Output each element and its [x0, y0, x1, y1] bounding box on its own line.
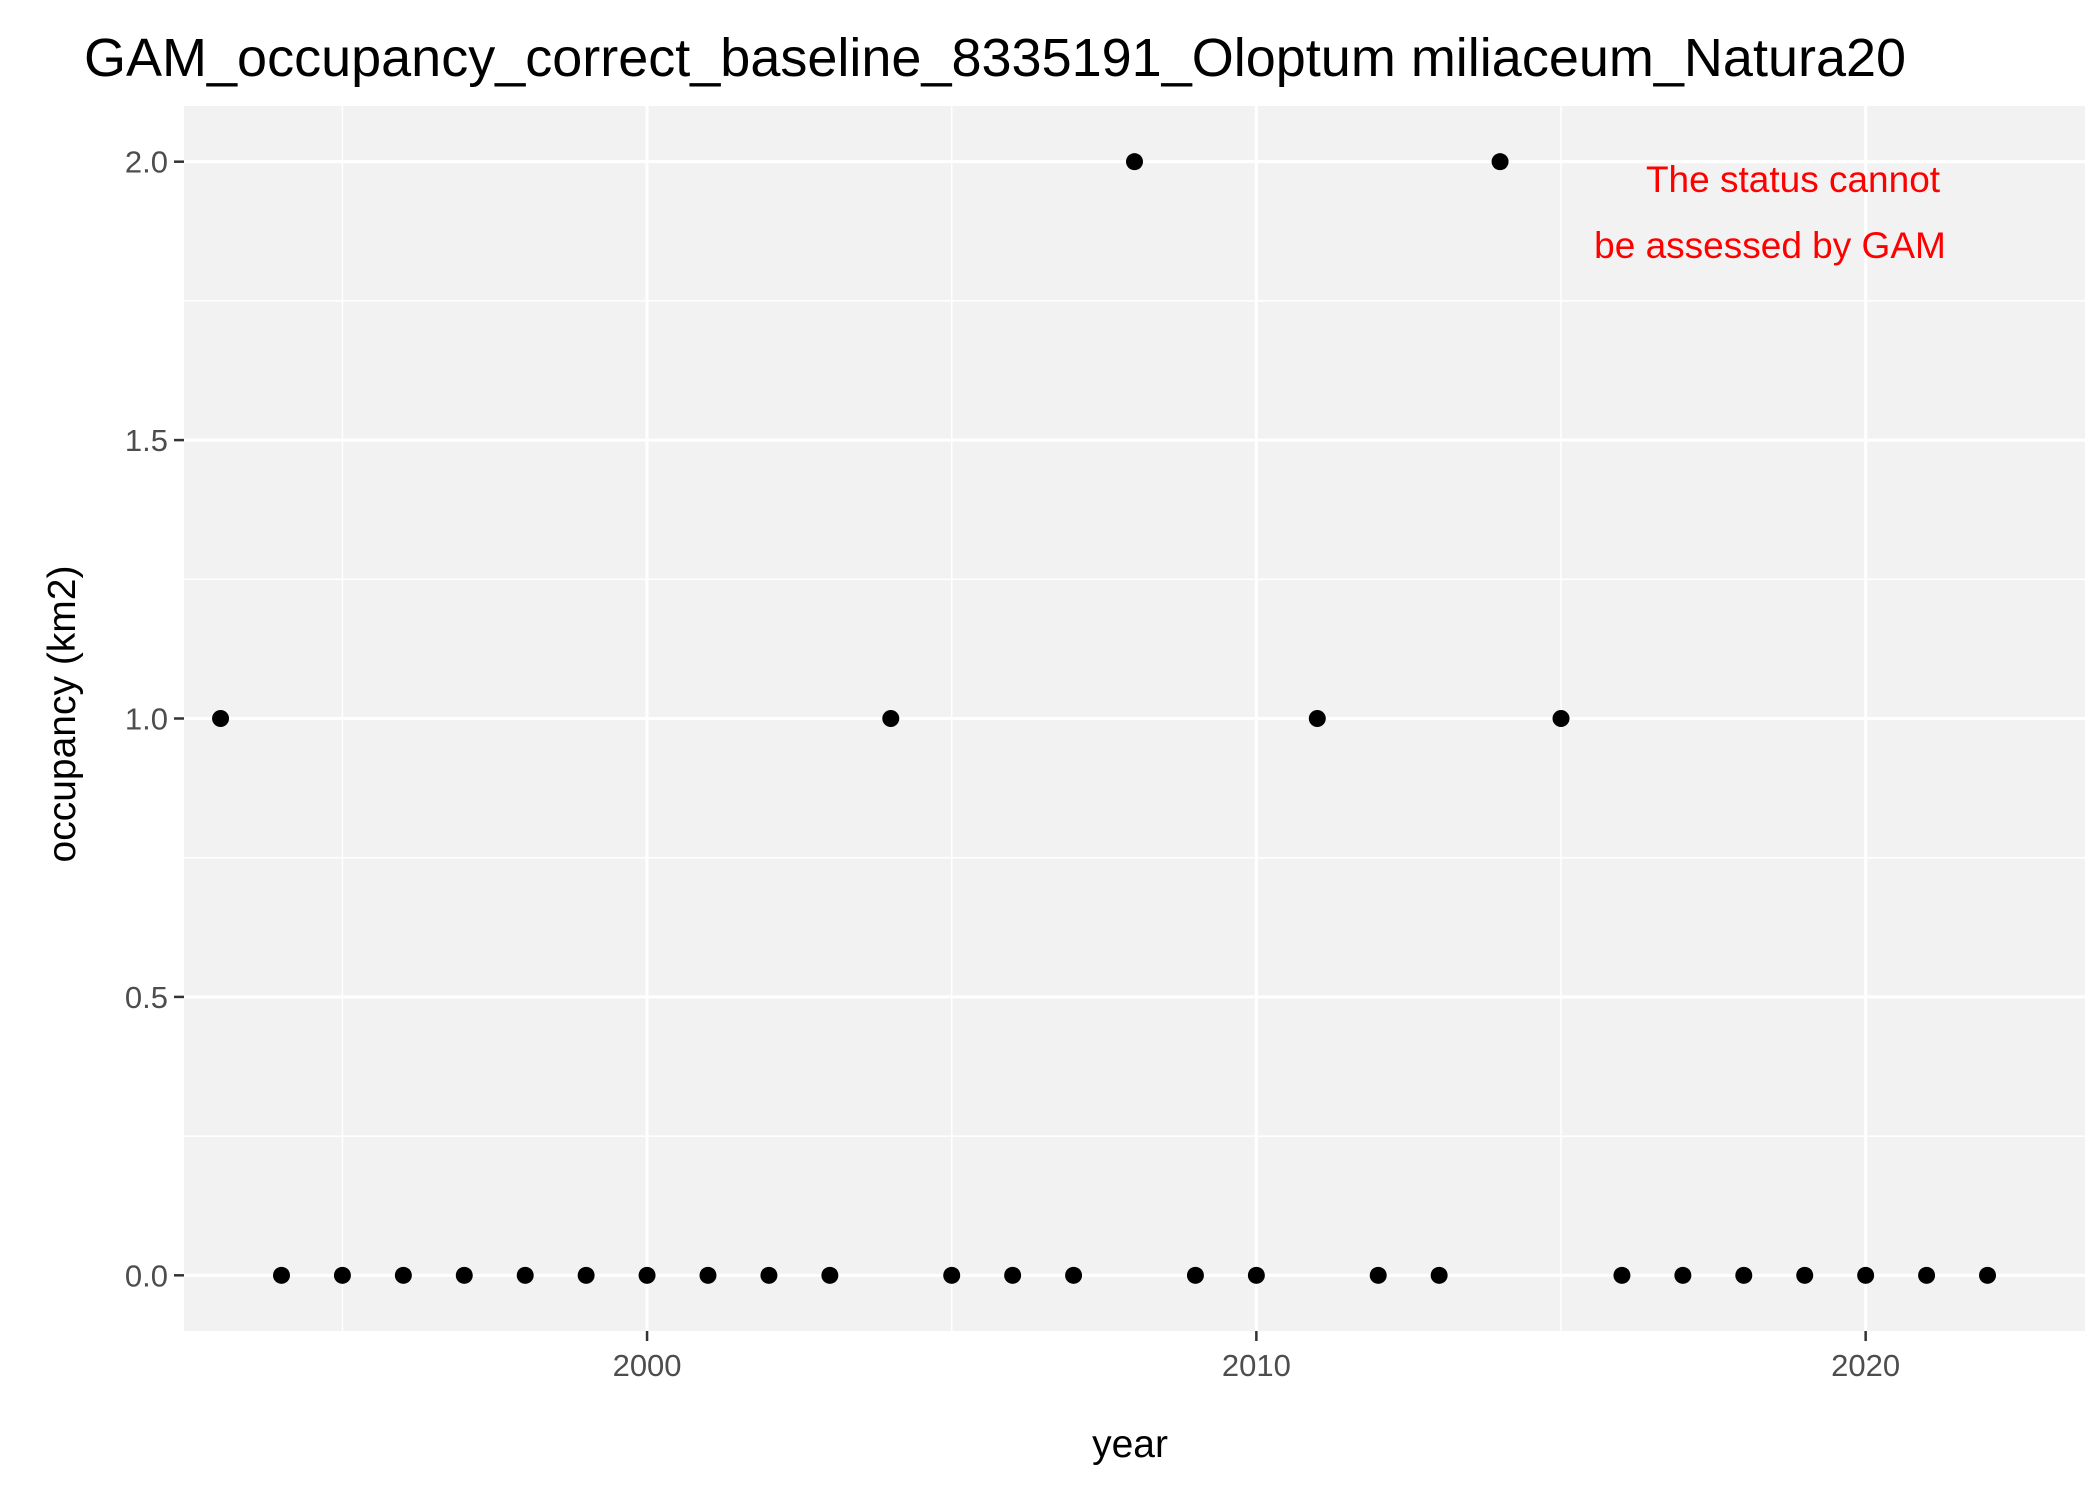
- data-point: [760, 1267, 777, 1284]
- x-tick-label: 2000: [613, 1348, 682, 1383]
- data-point: [395, 1267, 412, 1284]
- data-point: [1248, 1267, 1265, 1284]
- data-point: [1735, 1267, 1752, 1284]
- data-point: [517, 1267, 534, 1284]
- y-tick-label: 1.5: [125, 423, 168, 458]
- data-point: [334, 1267, 351, 1284]
- x-tick-label: 2020: [1831, 1348, 1900, 1383]
- x-tick-label: 2010: [1222, 1348, 1291, 1383]
- y-axis-title: occupancy (km2): [41, 566, 84, 863]
- data-point: [1492, 153, 1509, 170]
- data-point: [1674, 1267, 1691, 1284]
- data-point: [1065, 1267, 1082, 1284]
- data-point: [943, 1267, 960, 1284]
- data-point: [1796, 1267, 1813, 1284]
- data-point: [639, 1267, 656, 1284]
- data-point: [1979, 1267, 1996, 1284]
- y-tick-label: 0.0: [125, 1258, 168, 1293]
- y-tick-label: 0.5: [125, 980, 168, 1015]
- data-point: [1126, 153, 1143, 170]
- y-tick-label: 1.0: [125, 702, 168, 737]
- data-point: [821, 1267, 838, 1284]
- data-point: [1370, 1267, 1387, 1284]
- x-axis-title: year: [1092, 1423, 1168, 1466]
- data-point: [882, 710, 899, 727]
- data-point: [1431, 1267, 1448, 1284]
- annotation-line-2: be assessed by GAM: [1594, 225, 1946, 266]
- data-point: [1918, 1267, 1935, 1284]
- data-point: [1553, 710, 1570, 727]
- data-point: [1309, 710, 1326, 727]
- x-axis: 2000 2010 2020: [613, 1331, 1901, 1383]
- data-point: [578, 1267, 595, 1284]
- data-point: [1187, 1267, 1204, 1284]
- data-point: [273, 1267, 290, 1284]
- data-point: [1857, 1267, 1874, 1284]
- y-tick-label: 2.0: [125, 145, 168, 180]
- data-point: [456, 1267, 473, 1284]
- data-point: [699, 1267, 716, 1284]
- data-point: [1613, 1267, 1630, 1284]
- annotation-line-1: The status cannot: [1646, 159, 1941, 200]
- data-point: [212, 710, 229, 727]
- y-axis: 0.0 0.5 1.0 1.5 2.0: [125, 145, 184, 1294]
- data-point: [1004, 1267, 1021, 1284]
- chart-title: GAM_occupancy_correct_baseline_8335191_O…: [84, 28, 1906, 88]
